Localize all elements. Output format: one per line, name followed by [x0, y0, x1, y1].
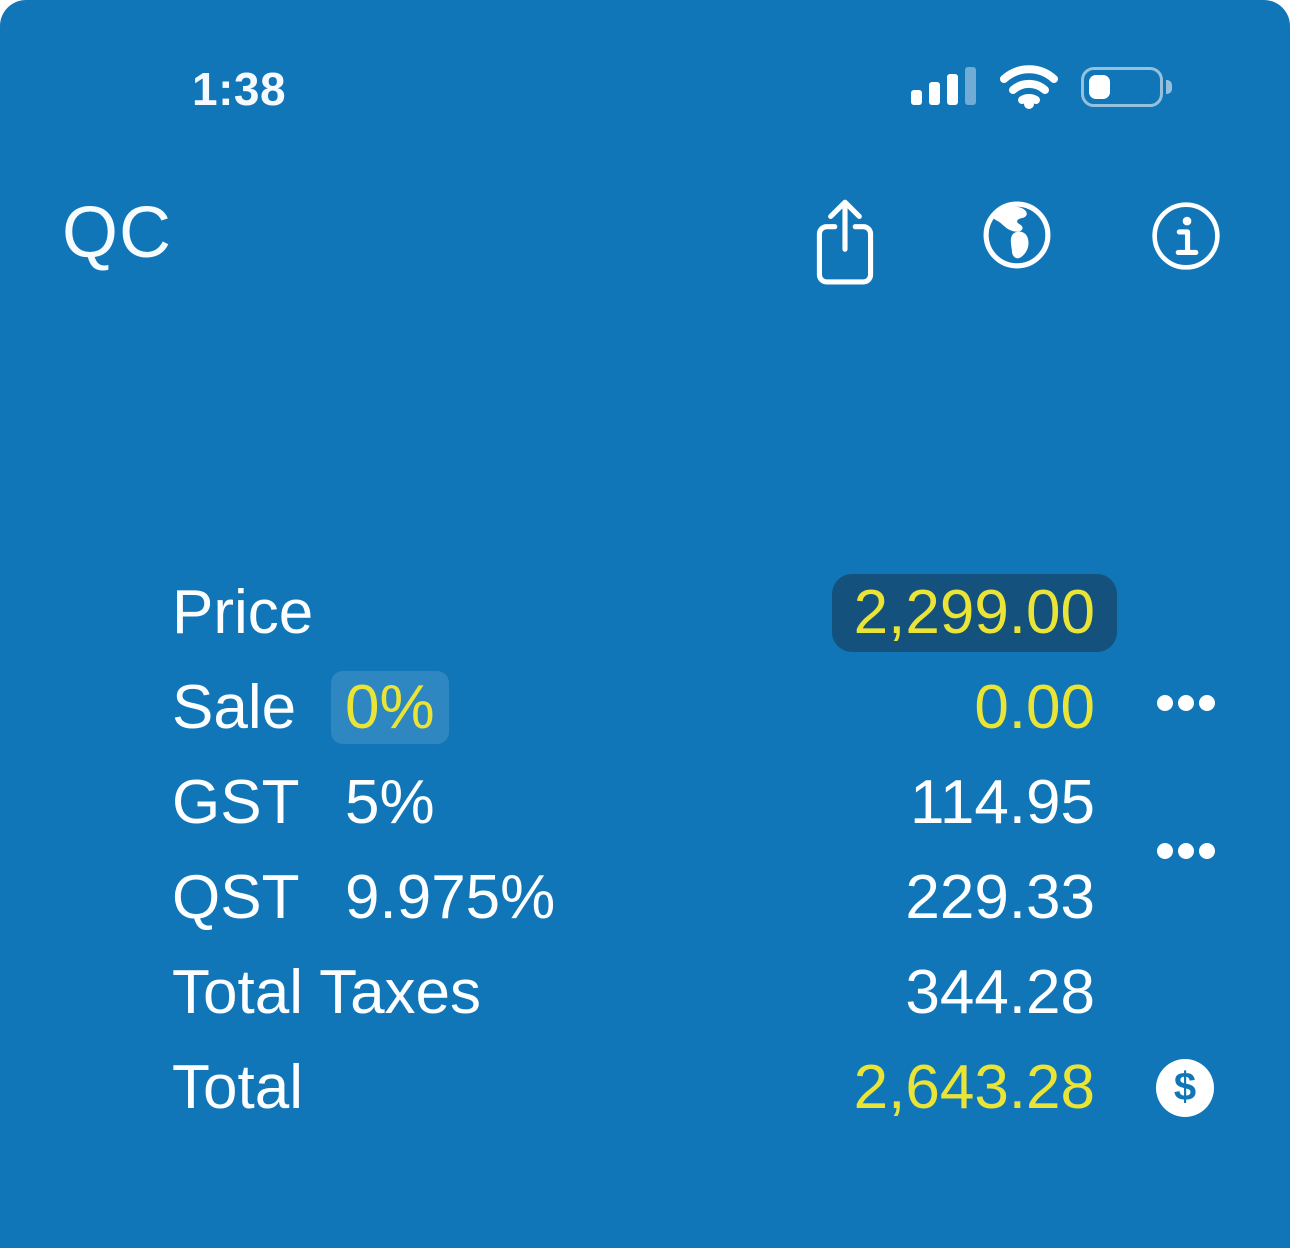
total-label: Total [172, 1053, 303, 1122]
battery-icon [1081, 67, 1177, 107]
sale-label: Sale 0% [172, 671, 449, 744]
sale-rate[interactable]: 0% [331, 671, 449, 744]
cellular-signal-icon [911, 67, 979, 105]
share-icon [812, 199, 878, 289]
status-time: 1:38 [192, 63, 287, 115]
gst-row: GST 5% 114.95 [0, 755, 1290, 850]
region-globe-button[interactable] [982, 200, 1052, 273]
info-icon [1150, 202, 1222, 275]
price-label: Price [172, 578, 314, 647]
gst-rate[interactable]: 5% [345, 768, 435, 837]
region-label[interactable]: QC [62, 193, 172, 273]
tax-more-options-icon[interactable] [1157, 843, 1217, 859]
total-taxes-label: Total Taxes [172, 958, 482, 1027]
globe-icon [982, 201, 1052, 273]
qst-amount: 229.33 [905, 862, 1095, 932]
sale-more-options-icon[interactable] [1157, 695, 1217, 711]
wifi-icon [998, 63, 1060, 114]
total-amount: 2,643.28 [853, 1052, 1095, 1122]
total-row: Total 2,643.28 [0, 1040, 1290, 1135]
share-button[interactable] [812, 196, 878, 289]
qst-rate[interactable]: 9.975% [345, 863, 556, 932]
total-taxes-amount: 344.28 [905, 957, 1095, 1027]
sale-amount[interactable]: 0.00 [974, 672, 1095, 742]
gst-label: GST 5% [172, 768, 435, 837]
currency-button[interactable]: $ [1156, 1059, 1214, 1117]
price-input[interactable]: 2,299.00 [831, 573, 1117, 652]
total-taxes-row: Total Taxes 344.28 [0, 945, 1290, 1040]
dollar-icon: $ [1173, 1064, 1197, 1109]
qst-label: QST 9.975% [172, 863, 556, 932]
gst-amount: 114.95 [909, 767, 1095, 837]
price-row: Price 2,299.00 [0, 565, 1290, 660]
info-button[interactable] [1150, 200, 1222, 275]
qst-row: QST 9.975% 229.33 [0, 850, 1290, 945]
sale-row: Sale 0% 0.00 [0, 660, 1290, 755]
